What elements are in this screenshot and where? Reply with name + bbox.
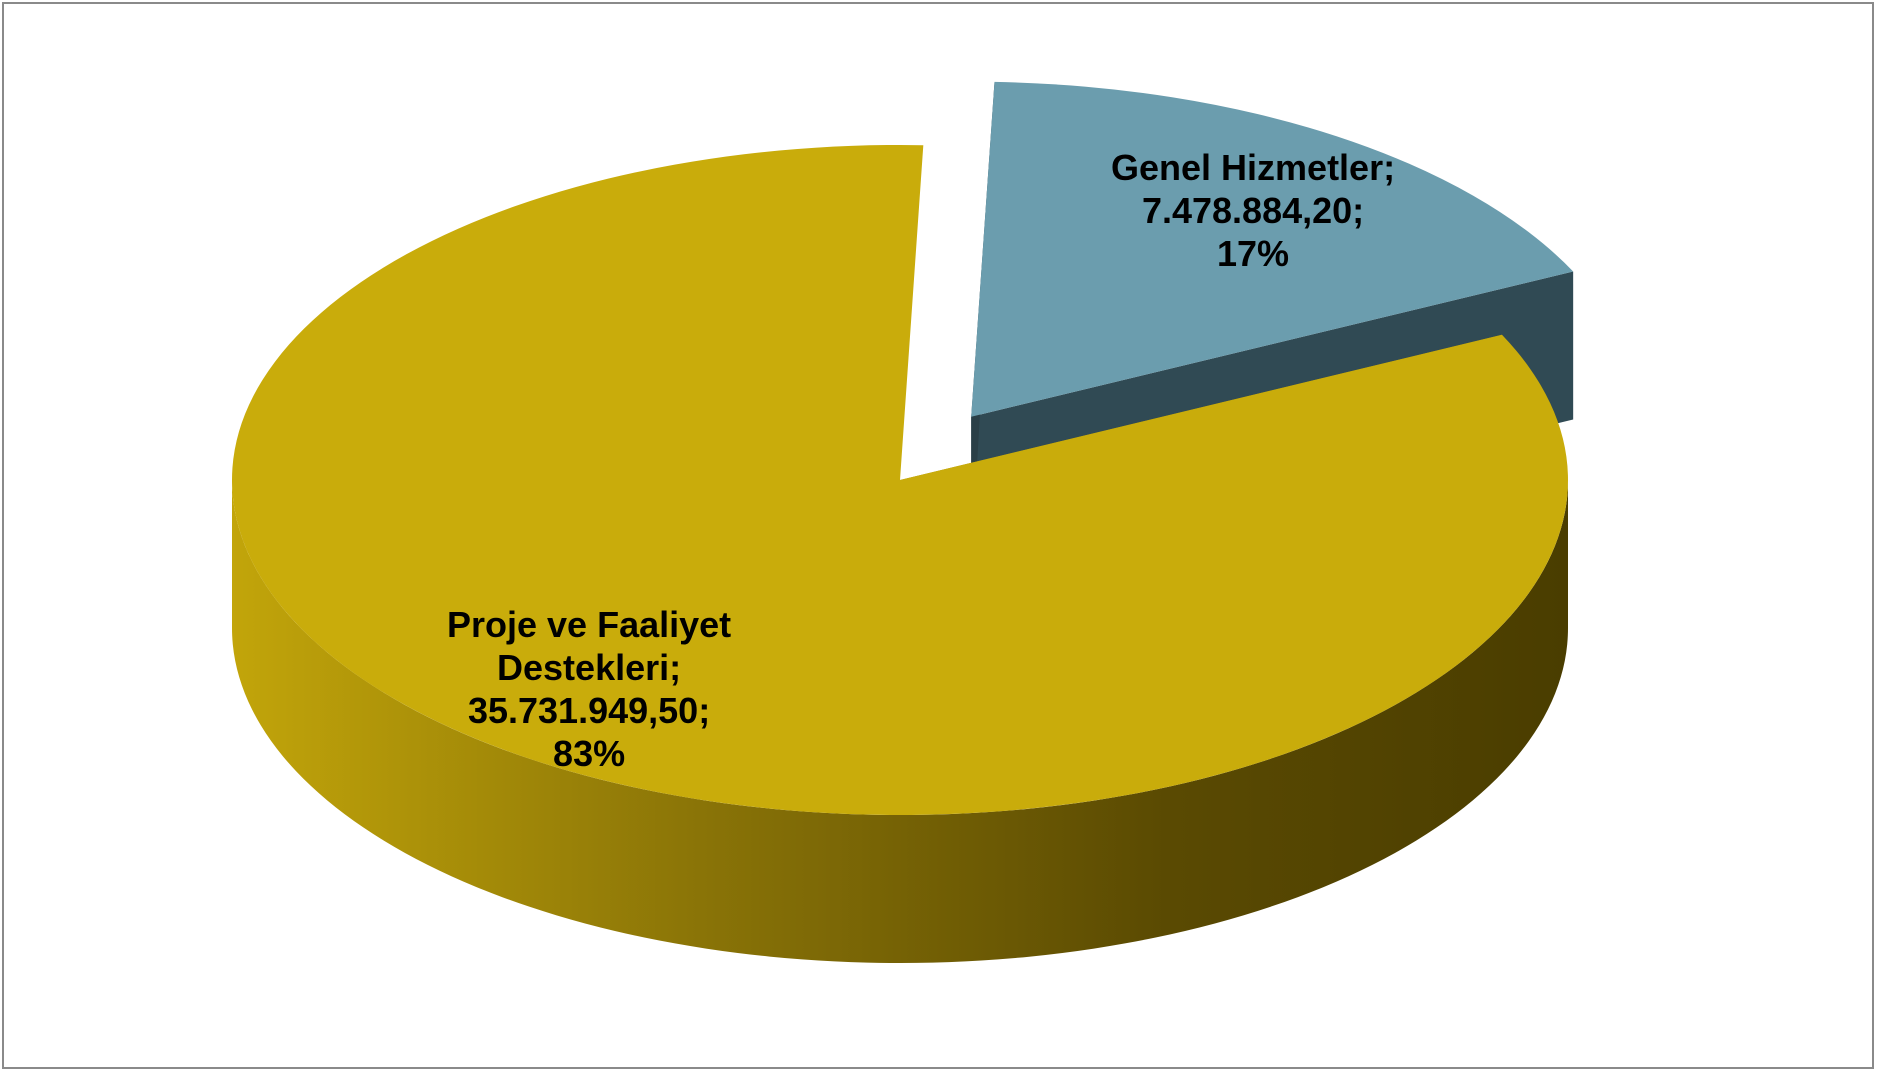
genel-hizmetler-label-line: Genel Hizmetler;: [1111, 147, 1396, 188]
proje-ve-faaliyet-destekleri-outer-side: [232, 480, 1568, 963]
genel-hizmetler-label-line: 7.478.884,20;: [1141, 190, 1365, 231]
proje-ve-faaliyet-destekleri-label-line: 35.731.949,50;: [467, 690, 711, 731]
proje-ve-faaliyet-destekleri-slice: [231, 144, 1568, 815]
proje-ve-faaliyet-destekleri-label-line: 83%: [553, 733, 626, 774]
proje-ve-faaliyet-destekleri-data-label: Proje ve Faaliyet Destekleri; 35.731.949,5…: [447, 603, 731, 775]
genel-hizmetler-slice: [971, 81, 1574, 417]
genel-hizmetler-label-line: 17%: [1217, 233, 1290, 274]
genel-hizmetler-data-label: Genel Hizmetler; 7.478.884,20; 17%: [1111, 146, 1395, 275]
proje-ve-faaliyet-destekleri-label-line: Proje ve Faaliyet: [447, 604, 732, 645]
proje-ve-faaliyet-destekleri-label-line: Destekleri;: [497, 647, 682, 688]
